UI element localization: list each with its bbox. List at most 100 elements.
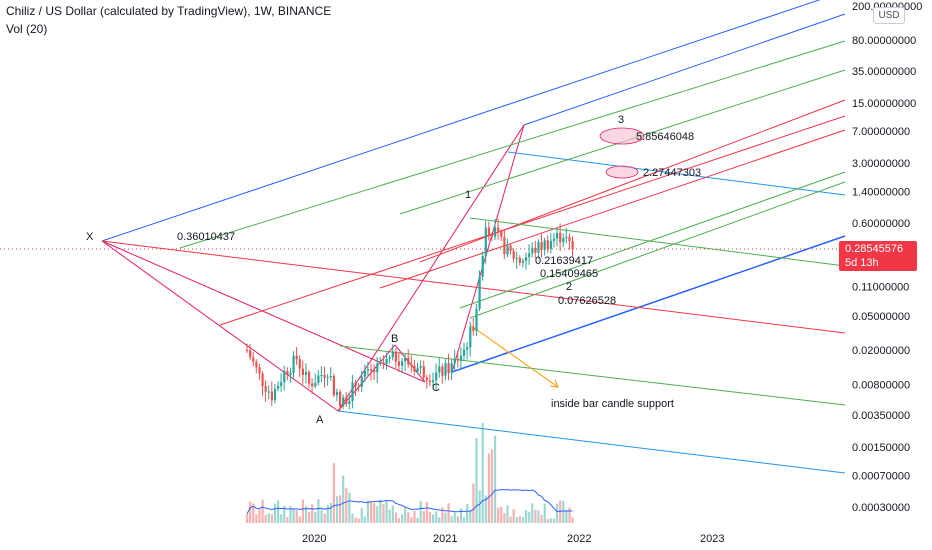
candle-body[interactable]: [246, 350, 249, 352]
candle-body[interactable]: [382, 362, 385, 365]
candle-body[interactable]: [289, 372, 292, 375]
candle-body[interactable]: [339, 391, 342, 407]
candle-body[interactable]: [432, 380, 435, 383]
candle-body[interactable]: [540, 242, 543, 250]
candle-body[interactable]: [506, 245, 509, 255]
candle-body[interactable]: [497, 227, 500, 232]
green-lower-line[interactable]: [459, 171, 846, 309]
candle-body[interactable]: [422, 366, 425, 378]
pitchfork-lower-line[interactable]: [451, 235, 846, 373]
pitchfork-upper-line[interactable]: [101, 0, 825, 242]
candlestick-series[interactable]: [246, 218, 574, 411]
candle-body[interactable]: [546, 240, 549, 249]
candle-body[interactable]: [562, 238, 565, 243]
candle-body[interactable]: [466, 347, 469, 350]
candle-body[interactable]: [295, 355, 298, 360]
price-axis[interactable]: 200.0000000080.0000000035.0000000015.000…: [852, 1, 922, 514]
candle-body[interactable]: [388, 357, 391, 359]
candle-body[interactable]: [512, 250, 515, 259]
candle-body[interactable]: [280, 382, 283, 387]
candle-body[interactable]: [441, 366, 444, 376]
candle-body[interactable]: [264, 385, 267, 392]
candle-body[interactable]: [525, 257, 528, 261]
candle-body[interactable]: [397, 361, 401, 366]
candle-body[interactable]: [463, 349, 466, 356]
pitchfork-upper-line-2[interactable]: [523, 13, 846, 126]
candle-body[interactable]: [494, 227, 497, 237]
candle-body[interactable]: [521, 260, 525, 263]
candle-body[interactable]: [379, 362, 382, 364]
candle-body[interactable]: [410, 364, 413, 366]
candle-body[interactable]: [401, 361, 404, 366]
candle-body[interactable]: [428, 380, 432, 383]
candle-body[interactable]: [537, 242, 540, 253]
candle-body[interactable]: [298, 359, 301, 369]
candle-body[interactable]: [481, 255, 484, 277]
candle-body[interactable]: [391, 351, 394, 358]
candle-body[interactable]: [258, 367, 261, 374]
candle-body[interactable]: [509, 245, 512, 251]
candle-body[interactable]: [487, 227, 490, 235]
candle-body[interactable]: [568, 236, 571, 242]
candle-body[interactable]: [531, 247, 534, 254]
candle-body[interactable]: [360, 376, 363, 388]
candle-body[interactable]: [453, 359, 456, 364]
candle-body[interactable]: [416, 367, 419, 372]
candle-body[interactable]: [373, 370, 376, 373]
candle-body[interactable]: [472, 326, 475, 331]
candle-body[interactable]: [394, 351, 397, 362]
candle-body[interactable]: [317, 375, 320, 383]
candle-body[interactable]: [345, 397, 348, 404]
candle-body[interactable]: [490, 234, 494, 237]
candle-body[interactable]: [552, 238, 556, 241]
target-ellipse-2[interactable]: [605, 165, 639, 179]
candle-body[interactable]: [342, 397, 345, 407]
green-descending-line-2[interactable]: [339, 345, 846, 406]
candle-body[interactable]: [304, 371, 308, 375]
red-parallel-line-3[interactable]: [419, 99, 846, 263]
candle-body[interactable]: [376, 363, 379, 373]
candle-body[interactable]: [277, 386, 280, 389]
candle-body[interactable]: [301, 368, 304, 375]
candle-body[interactable]: [500, 231, 503, 237]
xa-line[interactable]: [101, 240, 339, 412]
candle-body[interactable]: [413, 365, 416, 372]
candle-body[interactable]: [503, 236, 506, 255]
candle-body[interactable]: [385, 358, 388, 365]
candle-body[interactable]: [370, 369, 373, 371]
candle-body[interactable]: [332, 376, 335, 396]
candle-body[interactable]: [308, 371, 311, 384]
candle-body[interactable]: [270, 391, 273, 401]
green-upper-line[interactable]: [179, 40, 846, 249]
candle-body[interactable]: [528, 253, 531, 258]
candle-body[interactable]: [335, 391, 339, 396]
candle-body[interactable]: [478, 276, 481, 309]
candle-body[interactable]: [351, 382, 354, 402]
candle-body[interactable]: [329, 376, 332, 378]
candle-body[interactable]: [419, 366, 422, 368]
candle-body[interactable]: [261, 373, 264, 386]
candle-body[interactable]: [515, 257, 518, 259]
candle-body[interactable]: [292, 355, 295, 373]
candle-body[interactable]: [543, 240, 546, 250]
red-median-line[interactable]: [219, 115, 846, 326]
candle-body[interactable]: [549, 240, 552, 249]
candle-body[interactable]: [357, 386, 360, 388]
candle-body[interactable]: [450, 363, 453, 374]
candle-body[interactable]: [559, 232, 562, 243]
currency-button[interactable]: USD: [873, 7, 905, 24]
candle-body[interactable]: [484, 227, 487, 256]
candle-body[interactable]: [323, 374, 326, 378]
candle-body[interactable]: [255, 361, 258, 368]
support-arrow[interactable]: [469, 324, 559, 388]
candle-body[interactable]: [314, 382, 317, 387]
candle-body[interactable]: [556, 232, 559, 239]
candle-body[interactable]: [456, 359, 459, 361]
candle-body[interactable]: [565, 236, 568, 239]
candle-body[interactable]: [311, 383, 314, 387]
candle-body[interactable]: [404, 357, 407, 362]
light-blue-upper-descending-line[interactable]: [507, 151, 846, 196]
candle-body[interactable]: [273, 388, 277, 401]
candle-body[interactable]: [366, 369, 370, 371]
